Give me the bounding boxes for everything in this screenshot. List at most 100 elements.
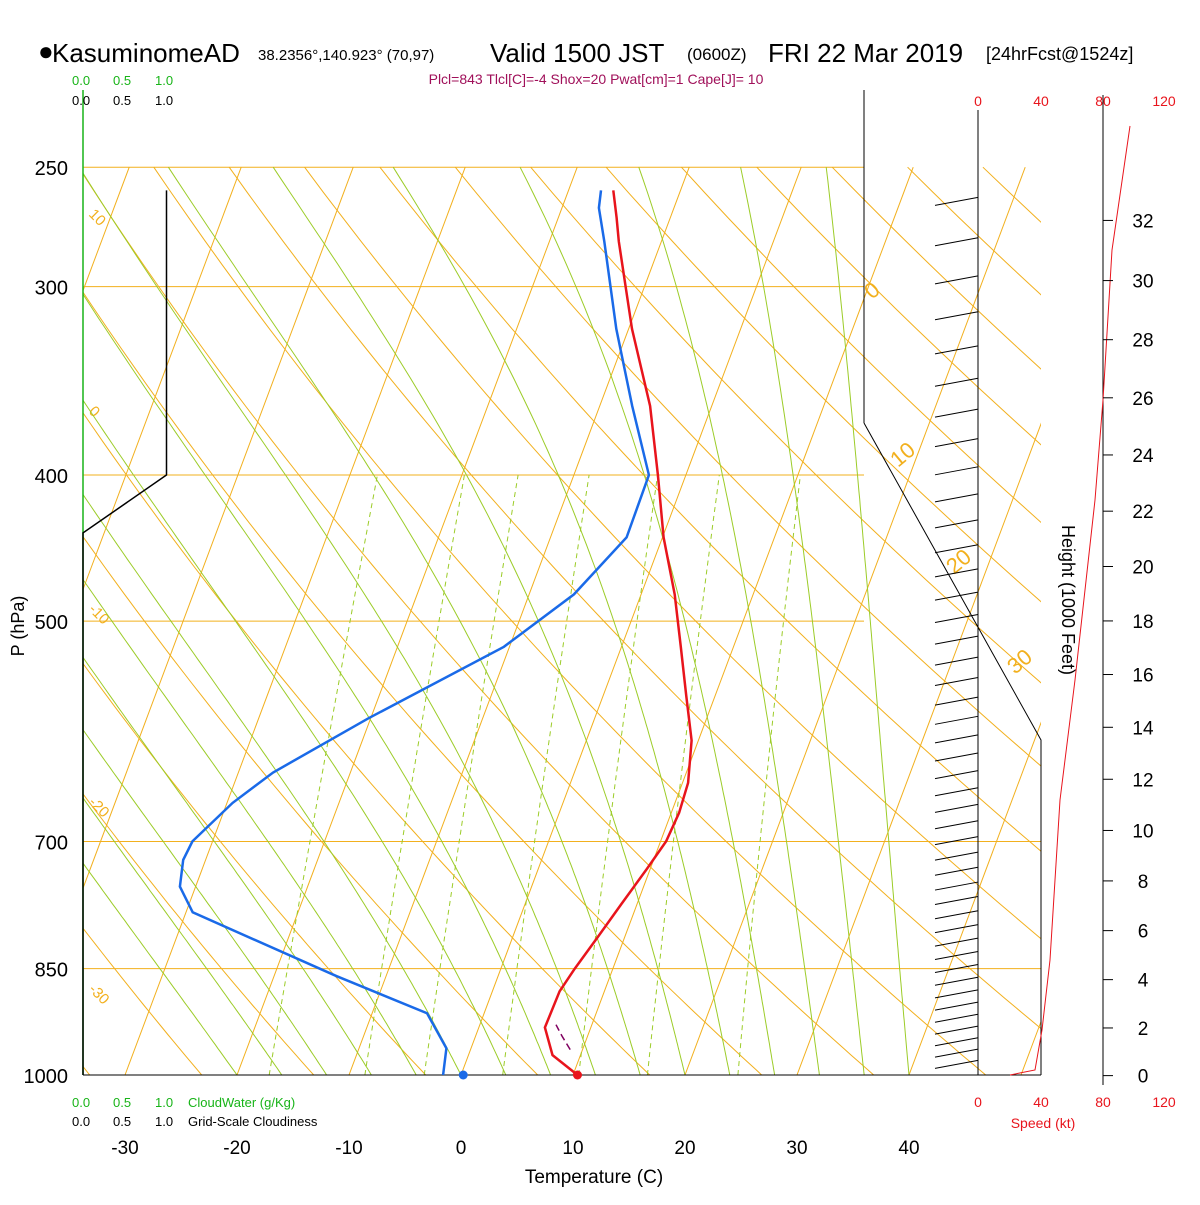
moist-adiabat-label: 30	[1002, 644, 1037, 679]
surface-dewpoint-marker	[458, 1070, 468, 1080]
wind-barb	[934, 613, 979, 623]
wind-barb	[934, 752, 979, 762]
height-tick: 18	[1132, 612, 1153, 633]
dry-adiabat-line	[605, 166, 1041, 603]
speed-tick-top: 0	[974, 93, 982, 109]
pressure-tick: 400	[35, 466, 68, 488]
wind-barb	[934, 311, 979, 321]
wind-barb	[934, 377, 979, 387]
wind-barb	[934, 937, 979, 947]
height-tick: 28	[1132, 331, 1153, 352]
speed-tick-bottom: 120	[1152, 1094, 1176, 1110]
isotherm-line	[796, 422, 1041, 1075]
wind-barb	[934, 591, 979, 601]
temperature-axis: -30 -20 -10 0 10 20 30 40	[111, 1138, 919, 1159]
moist-adiabat-line	[638, 167, 820, 1075]
cloudiness-profile	[82, 190, 168, 1075]
isotherm-label: 10	[85, 206, 109, 230]
dry-adiabat-line	[982, 166, 1041, 223]
height-tick: 4	[1138, 971, 1149, 992]
dry-adiabat-line	[83, 291, 763, 1075]
mixing-ratio-label: 5	[503, 1084, 522, 1100]
isotherm-line	[908, 721, 1041, 1075]
wind-barb	[934, 1025, 979, 1035]
moist-adiabat-label: 0	[859, 277, 884, 304]
pressure-tick: 500	[35, 612, 68, 634]
speed-tick-bottom: 80	[1095, 1094, 1111, 1110]
temperature-profile	[543, 190, 693, 1076]
temperature-tick: 20	[674, 1138, 695, 1159]
isotherm-label: -10	[85, 601, 112, 628]
mixing-ratio-line	[502, 474, 590, 1075]
mixing-ratio-label: 3	[423, 1084, 442, 1100]
mixing-ratio-label: 20	[739, 1077, 762, 1100]
wind-barb	[934, 408, 979, 418]
cloud-panel: 0.0 0.5 1.0 0.0 0.5 1.0 0.0 0.5 1.0 Clou…	[72, 73, 318, 1129]
station-name: KasuminomeAD	[52, 38, 240, 68]
wind-barb	[934, 787, 979, 797]
moist-adiabat-label: 20	[941, 544, 976, 579]
speed-tick-bottom: 0	[974, 1094, 982, 1110]
wind-barb	[934, 715, 979, 725]
mixing-ratio-line	[646, 474, 720, 1075]
wind-barb	[934, 976, 979, 986]
isotherm-line	[83, 167, 242, 591]
mixing-ratio-line	[268, 474, 378, 1075]
dry-adiabat-line	[907, 166, 1041, 296]
pressure-axis: 250 300 400 500 700 850 1000	[24, 158, 69, 1088]
wind-barb	[934, 866, 979, 876]
wind-barb	[934, 851, 979, 861]
height-tick: 30	[1132, 272, 1153, 293]
wind-barb	[934, 964, 979, 974]
wind-barb	[934, 910, 979, 920]
wind-barb	[934, 568, 979, 578]
height-tick: 32	[1132, 211, 1153, 232]
speed-tick-top: 120	[1152, 93, 1176, 109]
wind-barb	[934, 676, 979, 686]
pressure-tick: 300	[35, 278, 68, 300]
valid-utc: (0600Z)	[687, 45, 747, 64]
cloudiness-label: Grid-Scale Cloudiness	[188, 1114, 318, 1129]
mixing-ratio-line	[423, 474, 519, 1075]
mixing-ratio-lines: 1 2 3 5 8 12 20	[268, 474, 801, 1100]
cloudiness-tick: 0.0	[72, 1114, 90, 1129]
moist-adiabat-label: 10	[885, 437, 920, 472]
wind-barb	[934, 635, 979, 645]
temperature-tick: -30	[111, 1138, 138, 1159]
dry-adiabat-line	[454, 166, 1041, 767]
moist-adiabat-line	[519, 166, 776, 1075]
moist-adiabat-line	[272, 166, 686, 1075]
moist-adiabat-line	[740, 167, 865, 1075]
isotherm-label: -30	[85, 981, 112, 1008]
moist-adiabat-line	[83, 728, 328, 1075]
wind-barb	[934, 924, 979, 934]
pressure-tick: 250	[35, 158, 68, 180]
isotherm-line	[572, 167, 914, 1075]
height-tick: 6	[1138, 922, 1149, 943]
dry-adiabat-line	[228, 166, 1041, 1030]
isotherm-line	[236, 167, 578, 1075]
isotherm-line	[83, 167, 354, 890]
moist-adiabat-line	[83, 172, 596, 1075]
pressure-tick: 850	[35, 960, 68, 982]
cloud-water-tick: 0.0	[72, 1095, 90, 1110]
height-tick: 16	[1132, 666, 1153, 687]
mixing-ratio-line	[578, 474, 659, 1075]
temperature-tick: -20	[223, 1138, 250, 1159]
dry-adiabat-line	[379, 166, 1041, 852]
cloud-water-tick: 0.5	[113, 1095, 131, 1110]
wind-barb	[934, 519, 979, 529]
temperature-tick: 10	[562, 1138, 583, 1159]
dry-adiabat-line	[681, 166, 1041, 524]
dry-adiabat-line	[756, 166, 1041, 446]
moist-adiabat-line	[83, 656, 372, 1075]
wind-barb	[934, 896, 979, 906]
height-tick: 0	[1138, 1067, 1149, 1088]
wind-barb	[934, 345, 979, 355]
wind-barb	[934, 1048, 979, 1058]
station-coords: 38.2356°,140.923° (70,97)	[258, 47, 434, 64]
station-bullet: ●	[38, 36, 54, 66]
